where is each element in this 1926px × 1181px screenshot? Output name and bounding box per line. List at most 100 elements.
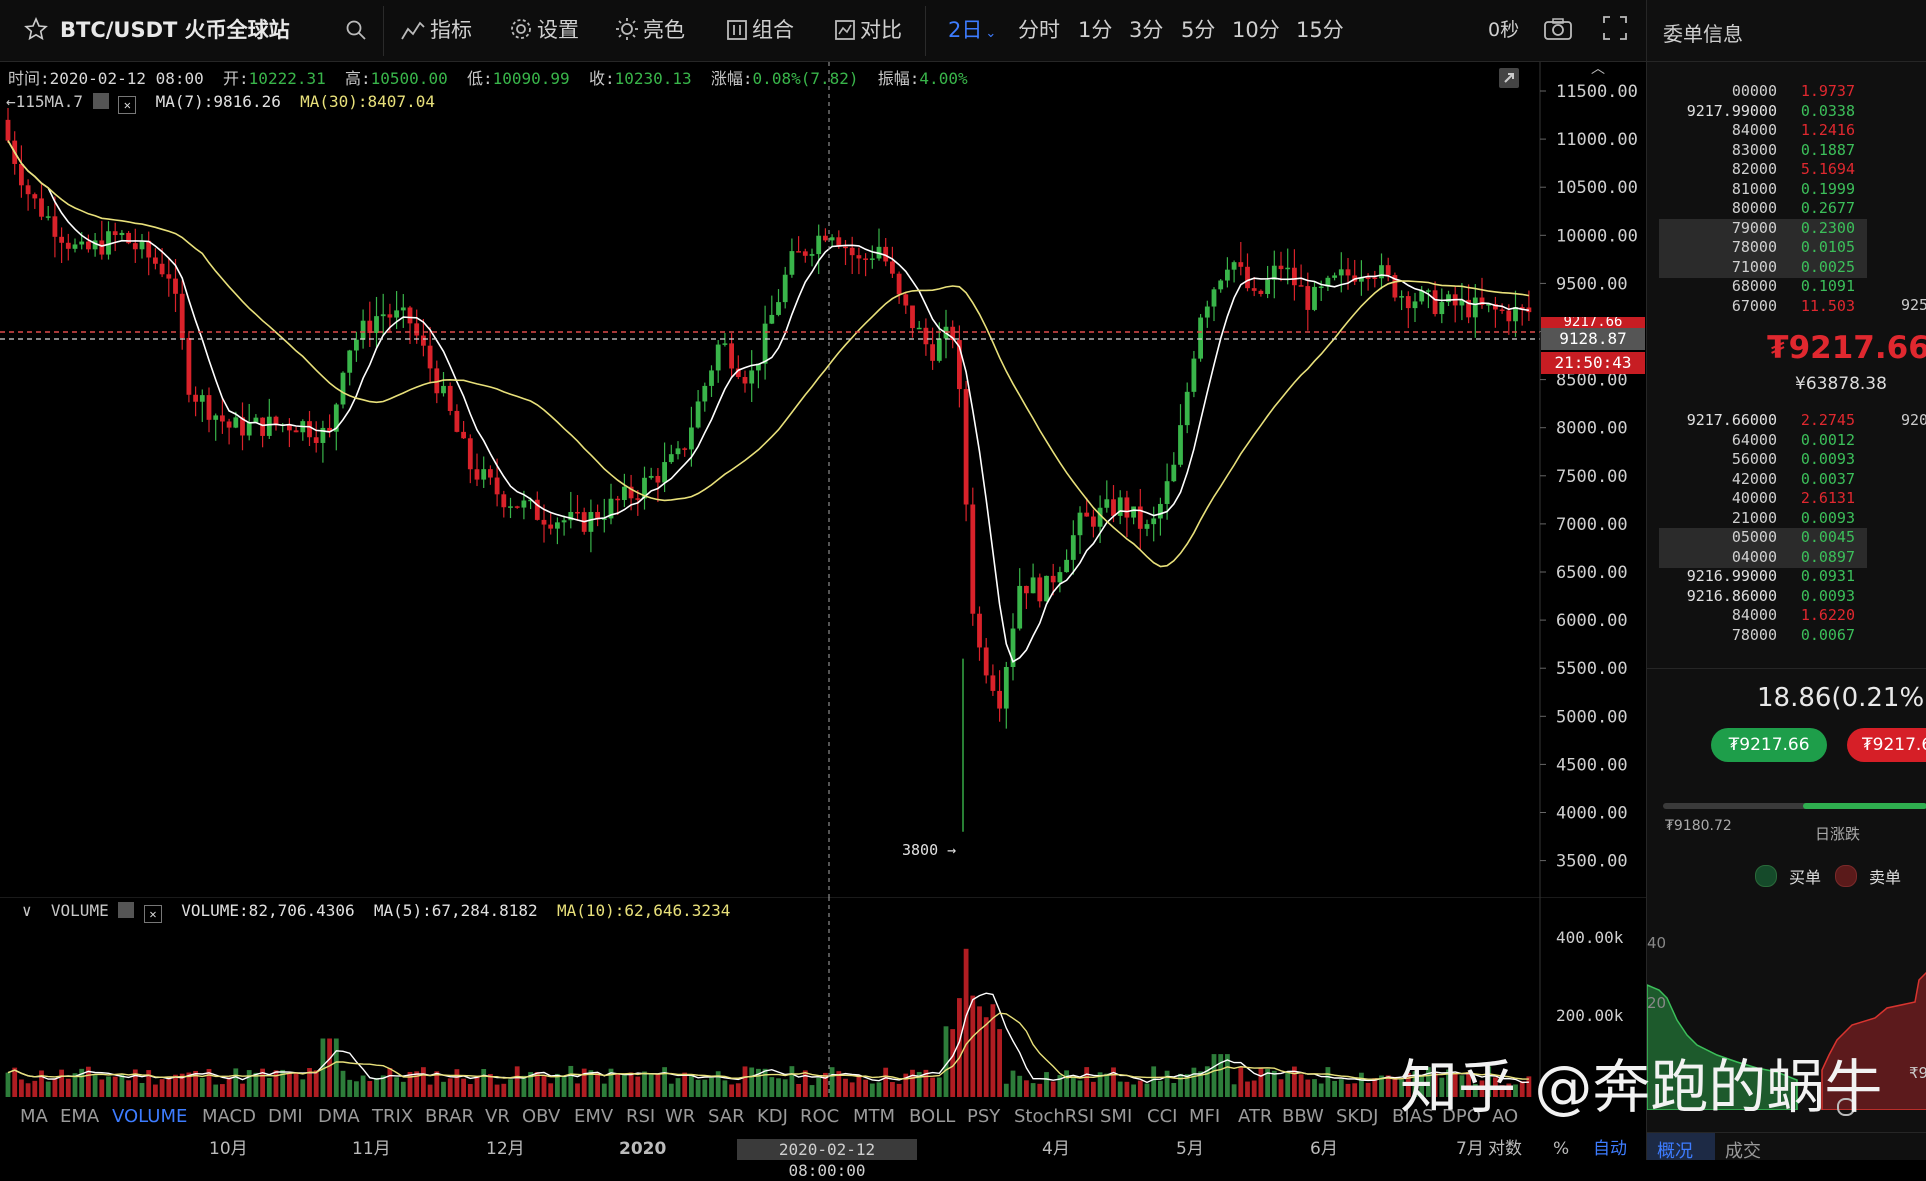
- bid-row[interactable]: 84000 1.6220: [1647, 606, 1926, 626]
- ask-row[interactable]: 67000 11.503: [1647, 297, 1926, 317]
- bid-row[interactable]: 78000 0.0067: [1647, 626, 1926, 646]
- fullscreen-icon[interactable]: [1602, 0, 1632, 61]
- indicator-tab-cci[interactable]: CCI: [1147, 1106, 1178, 1127]
- percent-scale-toggle[interactable]: %: [1553, 1139, 1570, 1159]
- indicator-tab-atr[interactable]: ATR: [1238, 1106, 1273, 1127]
- indicator-tab-smi[interactable]: SMI: [1100, 1106, 1133, 1127]
- ask-row[interactable]: 82000 5.1694: [1647, 160, 1926, 180]
- period-3m[interactable]: 3分: [1129, 18, 1164, 42]
- indicator-tab-stochrsi[interactable]: StochRSI: [1014, 1106, 1095, 1127]
- bid-row[interactable]: 9216.99000 0.0931: [1647, 567, 1926, 587]
- indicator-tab-wr[interactable]: WR: [665, 1106, 696, 1127]
- bid-row[interactable]: 9217.66000 2.2745: [1647, 411, 1926, 431]
- bid-row[interactable]: 21000 0.0093: [1647, 509, 1926, 529]
- candlestick-chart[interactable]: 11500.00 11000.00 10500.00 10000.00 9500.00 9…: [0, 62, 1646, 897]
- ask-row[interactable]: 78000 0.0105: [1659, 238, 1867, 258]
- indicator-tab-ema[interactable]: EMA: [60, 1106, 100, 1127]
- period-2d-dropdown[interactable]: 2日 ⌄: [948, 0, 996, 61]
- period-5m[interactable]: 5分: [1181, 18, 1216, 42]
- ask-row[interactable]: 71000 0.0025: [1659, 257, 1867, 278]
- bid-row[interactable]: 05000 0.0045: [1659, 528, 1867, 548]
- indicator-tab-trix[interactable]: TRIX: [372, 1106, 414, 1127]
- volume-bar: [481, 1069, 487, 1097]
- indicator-tab-brar[interactable]: BRAR: [425, 1106, 474, 1127]
- indicator-tab-volume[interactable]: VOLUME: [112, 1106, 188, 1127]
- ask-row[interactable]: 9217.99000 0.0338: [1647, 102, 1926, 122]
- log-scale-toggle[interactable]: 对数: [1488, 1139, 1522, 1159]
- indicator-tab-emv[interactable]: EMV: [574, 1106, 614, 1127]
- indicator-tab-roc[interactable]: ROC: [800, 1106, 840, 1127]
- screenshot-camera-icon[interactable]: [1543, 0, 1577, 61]
- ma-settings-gear-icon[interactable]: [92, 93, 109, 109]
- volume-chart[interactable]: [0, 897, 1646, 1097]
- volume-chart-panel[interactable]: ∨ VOLUME ✕ VOLUME:82,706.4306 MA(5):67,2…: [0, 897, 1646, 1097]
- indicator-tab-dmi[interactable]: DMI: [268, 1106, 303, 1127]
- indicator-tab-mtm[interactable]: MTM: [853, 1106, 896, 1127]
- indicator-tab-rsi[interactable]: RSI: [626, 1106, 656, 1127]
- indicator-tab-dma[interactable]: DMA: [318, 1106, 360, 1127]
- candlestick: [1158, 497, 1163, 536]
- ma-collapse-toggle[interactable]: ←115MA.7: [6, 92, 84, 111]
- bid-row[interactable]: 64000 0.0012: [1647, 431, 1926, 451]
- indicator-tab-macd[interactable]: MACD: [202, 1106, 256, 1127]
- favorite-star-icon[interactable]: [24, 0, 52, 61]
- scroll-up-chevron-icon[interactable]: ︿: [1591, 61, 1605, 77]
- symbol-search-icon[interactable]: [345, 0, 371, 61]
- period-15m[interactable]: 15分: [1296, 18, 1344, 42]
- period-1m[interactable]: 1分: [1078, 18, 1113, 42]
- indicator-tab-sar[interactable]: SAR: [708, 1106, 745, 1127]
- ask-row[interactable]: 81000 0.1999: [1647, 180, 1926, 200]
- compare-button[interactable]: 对比: [834, 0, 902, 61]
- bid-row[interactable]: 42000 0.0037: [1647, 470, 1926, 490]
- settings-button[interactable]: 设置: [509, 0, 579, 61]
- indicator-tab-vr[interactable]: VR: [485, 1106, 510, 1127]
- indicator-tab-obv[interactable]: OBV: [522, 1106, 561, 1127]
- daily-range-label: 日涨跌: [1815, 825, 1861, 843]
- candlestick-chart-panel[interactable]: 11500.00 11000.00 10500.00 10000.00 9500.00 9…: [0, 62, 1646, 897]
- candlestick: [360, 309, 366, 349]
- ask-row[interactable]: 79000 0.2300: [1659, 218, 1867, 239]
- depth-slider-handle[interactable]: [1837, 1098, 1855, 1116]
- indicators-button[interactable]: 指标: [400, 0, 472, 61]
- volume-bar: [1064, 1070, 1069, 1097]
- bid-row[interactable]: 04000 0.0897: [1659, 547, 1867, 568]
- volume-settings-gear-icon[interactable]: [118, 902, 135, 918]
- volume-remove-close-icon[interactable]: ✕: [143, 905, 162, 923]
- ask-row[interactable]: 80000 0.2677: [1647, 199, 1926, 219]
- volume-bar: [635, 1076, 641, 1097]
- candlestick: [568, 491, 574, 529]
- overview-tab[interactable]: 概况: [1657, 1141, 1693, 1162]
- bid-row[interactable]: 56000 0.0093: [1647, 450, 1926, 470]
- indicator-tab-dpo[interactable]: DPO: [1442, 1106, 1481, 1127]
- indicator-tab-skdj[interactable]: SKDJ: [1336, 1106, 1379, 1127]
- period-10m[interactable]: 10分: [1232, 18, 1280, 42]
- ask-row[interactable]: 00000 1.9737: [1647, 82, 1926, 102]
- indicator-tab-bias[interactable]: BIAS: [1392, 1106, 1434, 1127]
- indicator-tab-ma[interactable]: MA: [20, 1106, 48, 1127]
- sell-price-button[interactable]: ₮9217.6: [1847, 728, 1926, 762]
- volume-collapse-chevron-icon[interactable]: ∨: [22, 901, 32, 920]
- bid-row[interactable]: 40000 2.6131: [1647, 489, 1926, 509]
- candlestick: [1426, 288, 1431, 309]
- light-theme-button[interactable]: 亮色: [615, 0, 685, 61]
- candlestick: [253, 414, 259, 424]
- indicator-tab-ao[interactable]: AO: [1492, 1106, 1519, 1127]
- candlestick: [1251, 276, 1257, 297]
- buy-price-button[interactable]: ₮9217.66: [1711, 728, 1827, 762]
- indicator-tab-bbw[interactable]: BBW: [1282, 1106, 1324, 1127]
- auto-scale-toggle[interactable]: 自动: [1593, 1139, 1627, 1159]
- indicator-tab-boll[interactable]: BOLL: [909, 1106, 956, 1127]
- ask-row[interactable]: 84000 1.2416: [1647, 121, 1926, 141]
- ask-row[interactable]: 68000 0.1091: [1647, 277, 1926, 297]
- layout-combo-button[interactable]: 组合: [726, 0, 794, 61]
- ma-remove-close-icon[interactable]: ✕: [118, 96, 137, 114]
- chart-expand-icon[interactable]: [1499, 68, 1519, 88]
- indicator-tab-psy[interactable]: PSY: [967, 1106, 1001, 1127]
- bid-row[interactable]: 9216.86000 0.0093: [1647, 587, 1926, 607]
- indicator-tab-mfi[interactable]: MFI: [1189, 1106, 1221, 1127]
- trades-tab[interactable]: 成交: [1725, 1141, 1761, 1162]
- ask-row[interactable]: 83000 0.1887: [1647, 141, 1926, 161]
- period-timeline[interactable]: 分时: [1018, 18, 1060, 42]
- volume-bar: [427, 1084, 433, 1097]
- indicator-tab-kdj[interactable]: KDJ: [757, 1106, 788, 1127]
